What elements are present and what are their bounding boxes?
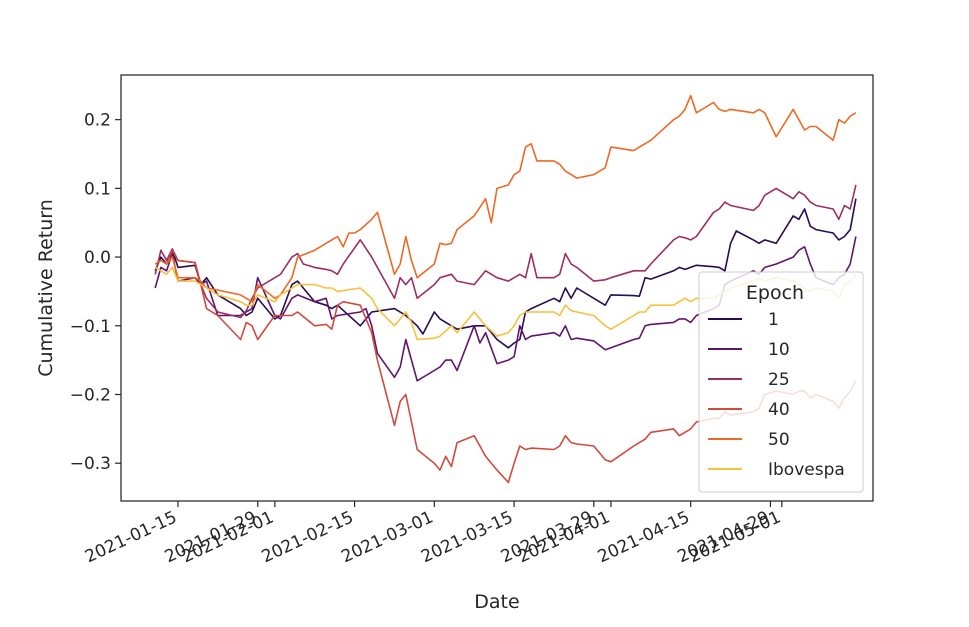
series-line-4 [154,94,857,303]
plot-frame [120,74,874,502]
legend: Epoch 1 10 25 40 50 Ibovespa [698,271,864,493]
y-tick-label-4: −0.2 [70,386,111,406]
y-tick-label-3: −0.1 [70,317,111,337]
legend-label-3: 40 [768,400,790,420]
y-tick-label-2: 0.0 [84,248,111,268]
legend-label-0: 1 [768,310,779,330]
legend-items: 1 10 25 40 50 Ibovespa [708,310,845,480]
series-line-2 [154,184,857,319]
legend-box [698,271,864,493]
y-tick-label-0: 0.2 [84,111,111,131]
legend-title: Epoch [746,282,804,304]
legend-label-1: 10 [768,340,790,360]
y-axis-label: Cumulative Return [35,199,57,377]
legend-label-4: 50 [768,430,790,450]
x-axis: 2021-01-152021-01-292021-02-012021-02-15… [82,501,784,567]
y-axis: 0.2 0.1 0.0 −0.1 −0.2 −0.3 [70,111,121,474]
y-tick-label-5: −0.3 [70,454,111,474]
x-axis-label: Date [474,591,519,613]
series-layer [154,94,857,484]
y-tick-label-1: 0.1 [84,179,111,199]
legend-label-2: 25 [768,370,790,390]
series-line-0 [154,198,857,349]
legend-label-5: Ibovespa [768,460,845,480]
